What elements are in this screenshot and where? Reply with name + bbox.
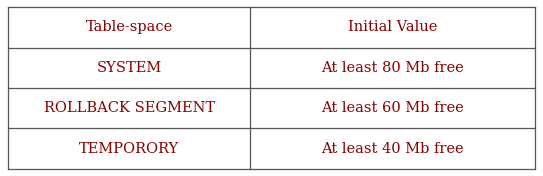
Text: Table-space: Table-space [86,20,173,34]
Text: At least 60 Mb free: At least 60 Mb free [321,101,464,115]
Text: Initial Value: Initial Value [348,20,437,34]
Text: TEMPORORY: TEMPORORY [79,142,179,156]
Text: ROLLBACK SEGMENT: ROLLBACK SEGMENT [43,101,215,115]
Text: At least 40 Mb free: At least 40 Mb free [321,142,464,156]
Text: At least 80 Mb free: At least 80 Mb free [321,61,464,75]
Text: SYSTEM: SYSTEM [97,61,162,75]
